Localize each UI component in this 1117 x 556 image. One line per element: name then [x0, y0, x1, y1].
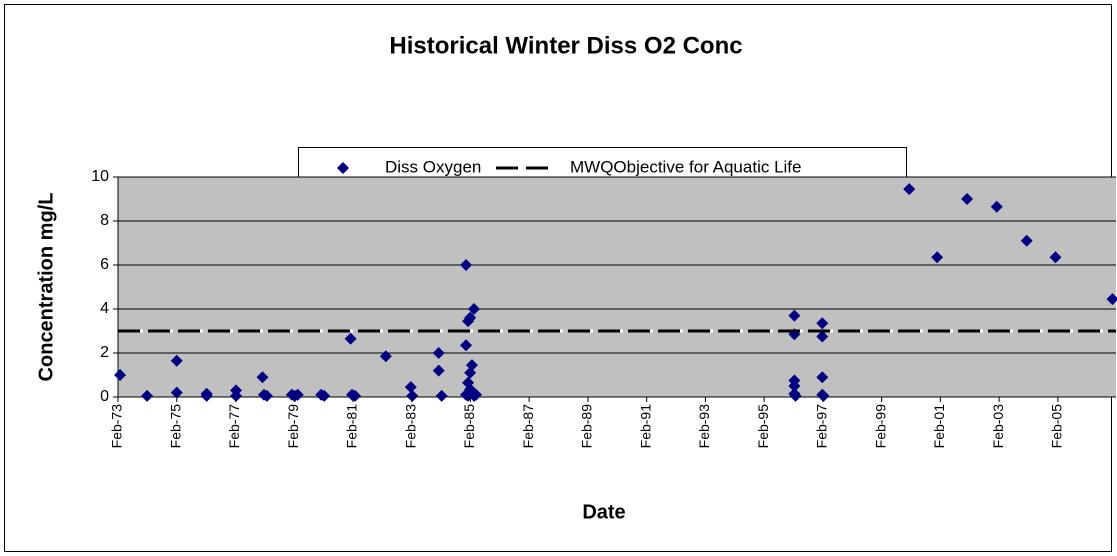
y-tick-label: 10	[91, 168, 109, 185]
data-point	[230, 389, 243, 402]
y-axis-label: Concentration mg/L	[35, 193, 57, 382]
data-point	[816, 371, 829, 384]
x-tick-label: Feb-91	[637, 404, 653, 449]
data-point	[344, 332, 357, 345]
data-point	[200, 389, 213, 402]
x-tick-label: Feb-93	[696, 404, 712, 449]
y-tick-label: 8	[100, 212, 109, 229]
x-tick-label: Feb-05	[1049, 404, 1065, 449]
x-tick-label: Feb-95	[755, 404, 771, 449]
data-point	[460, 339, 473, 352]
x-tick-label: Feb-81	[344, 404, 360, 449]
y-tick-label: 0	[100, 388, 109, 405]
data-point	[170, 354, 183, 367]
data-point	[170, 386, 183, 399]
x-tick-label: Feb-01	[931, 404, 947, 449]
x-tick-label: Feb-83	[402, 404, 418, 449]
x-tick-label: Feb-85	[461, 404, 477, 449]
data-point	[990, 200, 1003, 213]
data-point	[406, 389, 419, 402]
data-point	[462, 389, 475, 402]
data-point	[1106, 293, 1117, 306]
data-point	[141, 389, 154, 402]
data-point	[256, 371, 269, 384]
data-point	[379, 350, 392, 363]
legend-label: Diss Oxygen	[385, 157, 481, 176]
data-point	[318, 389, 331, 402]
chart-title: Historical Winter Diss O2 Conc	[389, 32, 742, 59]
x-tick-label: Feb-99	[872, 404, 888, 449]
x-tick-label: Feb-79	[285, 404, 301, 449]
x-tick-label: Feb-97	[814, 404, 830, 449]
legend-label: MWQObjective for Aquatic Life	[570, 157, 801, 176]
x-tick-label: Feb-03	[990, 404, 1006, 449]
data-point	[404, 381, 417, 394]
data-point	[961, 193, 974, 205]
data-point	[817, 389, 830, 402]
data-point	[349, 389, 362, 402]
x-tick-label: Feb-87	[520, 404, 536, 449]
data-point	[816, 330, 829, 343]
data-point	[816, 317, 829, 330]
x-tick-label: Feb-77	[226, 404, 242, 449]
data-point	[1049, 251, 1062, 264]
data-point	[1020, 234, 1033, 247]
x-tick-label: Feb-75	[167, 404, 183, 449]
data-point	[789, 389, 802, 402]
data-point	[788, 309, 801, 322]
x-tick-label: Feb-73	[109, 404, 125, 449]
plot-area	[118, 177, 1116, 397]
data-point	[114, 369, 127, 381]
data-point	[788, 380, 801, 392]
data-point	[432, 347, 445, 359]
data-point	[432, 364, 445, 377]
x-tick-label: Feb-89	[579, 404, 595, 449]
x-axis-label: Date	[582, 501, 625, 523]
data-point	[291, 388, 304, 401]
data-point	[931, 251, 944, 264]
y-tick-label: 2	[100, 344, 109, 361]
legend-marker	[337, 162, 349, 174]
data-point	[470, 388, 483, 401]
y-tick-label: 6	[100, 256, 109, 273]
data-point	[460, 259, 473, 271]
data-point	[903, 183, 916, 196]
y-tick-label: 4	[100, 300, 109, 317]
data-point	[467, 303, 480, 315]
data-point	[464, 366, 477, 379]
data-point	[435, 389, 448, 402]
data-point	[260, 389, 273, 402]
data-point	[464, 311, 477, 324]
